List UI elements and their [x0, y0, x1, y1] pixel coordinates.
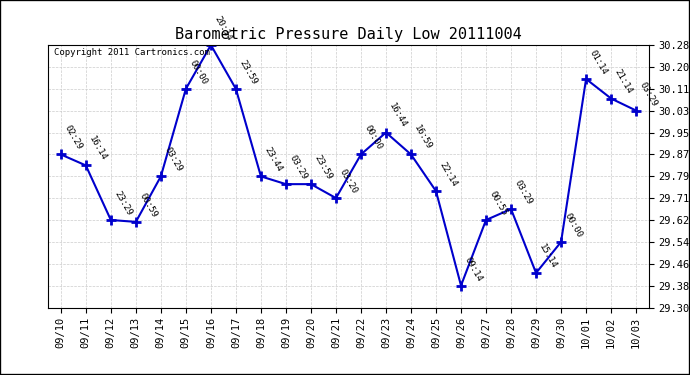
Text: 00:00: 00:00 [562, 211, 584, 239]
Text: 03:20: 03:20 [337, 168, 359, 195]
Title: Barometric Pressure Daily Low 20111004: Barometric Pressure Daily Low 20111004 [175, 27, 522, 42]
Text: 23:29: 23:29 [112, 189, 133, 217]
Text: 00:00: 00:00 [362, 124, 384, 152]
Text: 22:14: 22:14 [437, 160, 459, 188]
Text: 16:14: 16:14 [87, 135, 108, 163]
Text: 09:14: 09:14 [462, 255, 484, 283]
Text: 02:29: 02:29 [62, 124, 83, 152]
Text: 00:59: 00:59 [137, 191, 159, 219]
Text: 16:44: 16:44 [387, 102, 408, 130]
Text: 20:14: 20:14 [213, 15, 233, 42]
Text: 23:59: 23:59 [237, 58, 259, 86]
Text: 01:14: 01:14 [587, 48, 609, 76]
Text: 23:44: 23:44 [262, 146, 284, 174]
Text: 03:29: 03:29 [287, 154, 308, 182]
Text: 15:14: 15:14 [538, 242, 559, 270]
Text: 03:29: 03:29 [513, 178, 533, 206]
Text: Copyright 2011 Cartronics.com: Copyright 2011 Cartronics.com [55, 48, 210, 57]
Text: 16:59: 16:59 [413, 124, 433, 152]
Text: 00:00: 00:00 [187, 58, 208, 86]
Text: 00:55: 00:55 [487, 189, 509, 217]
Text: 03:29: 03:29 [162, 146, 184, 174]
Text: 23:59: 23:59 [313, 154, 333, 182]
Text: 03:29: 03:29 [638, 80, 659, 108]
Text: 21:14: 21:14 [613, 68, 633, 96]
